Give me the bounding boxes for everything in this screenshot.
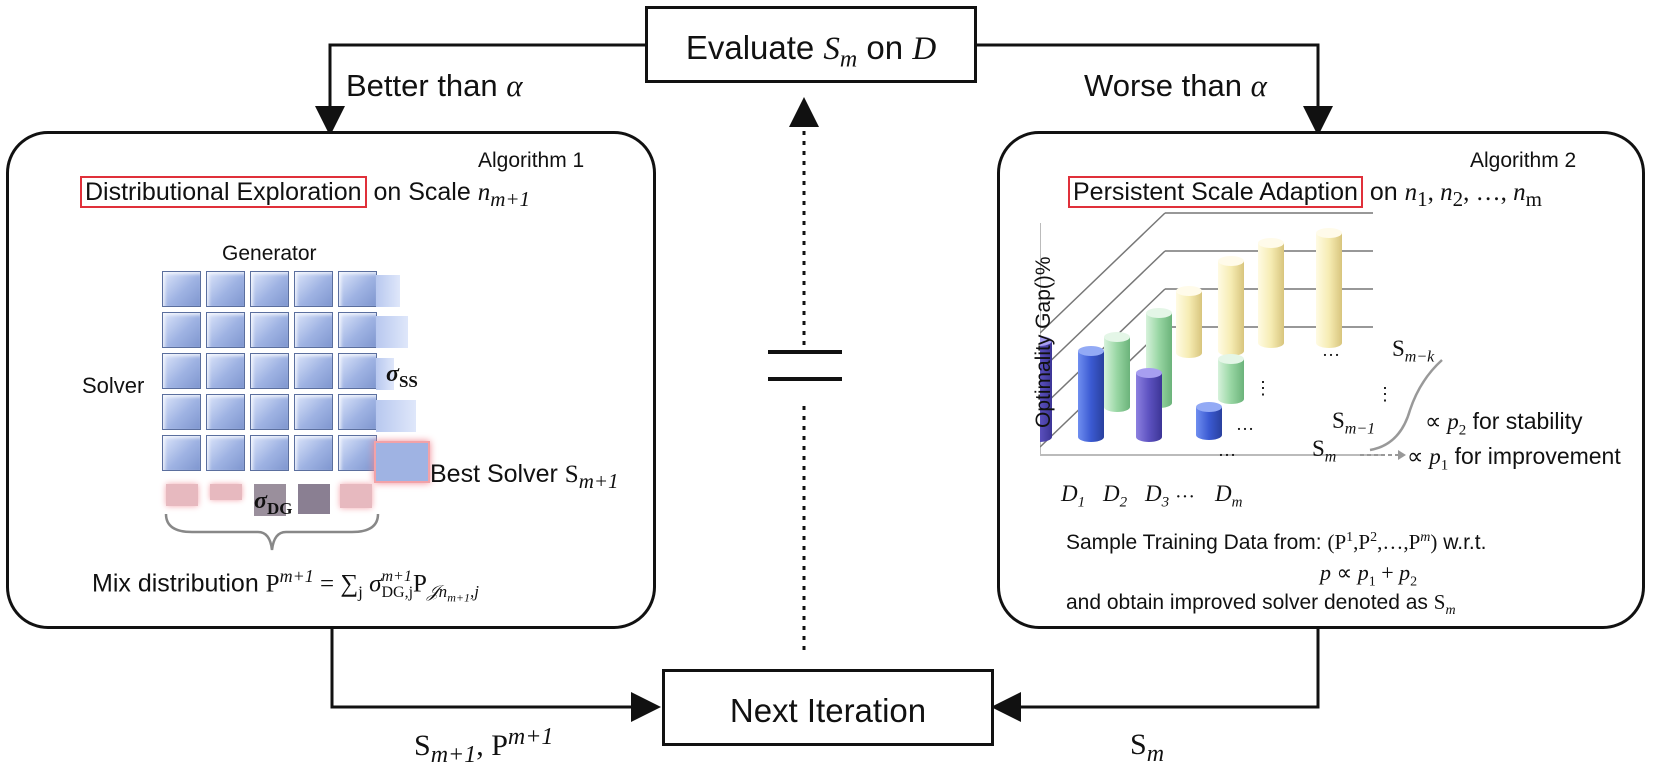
green-bar (1218, 354, 1244, 404)
grid-cell (206, 353, 245, 389)
evaluate-var: S (823, 31, 840, 67)
vdots-yellow: ⋮ (1376, 384, 1394, 404)
ellipsis-blue: … (1218, 440, 1236, 460)
x-label-dm: Dm (1215, 481, 1243, 511)
solver-score-bar (376, 400, 416, 432)
generator-score-bar (340, 484, 372, 508)
evaluate-mid: on (857, 29, 913, 66)
blue-bar (1078, 346, 1104, 442)
yellow-bar (1316, 228, 1342, 348)
stability-curve (1360, 359, 1443, 460)
generator-score-bar (254, 484, 286, 516)
grid-cell (162, 312, 201, 348)
algorithm-2-label: Algorithm 2 (1470, 149, 1577, 172)
purple-bar (1040, 336, 1052, 442)
grid-cell (162, 394, 201, 430)
evaluate-box: Evaluate Sm on D (645, 6, 977, 83)
yellow-bar (1176, 286, 1202, 358)
series-label-m: Sm (1312, 436, 1337, 466)
vdots-green: ⋮ (1254, 378, 1272, 398)
grid-cell (250, 312, 289, 348)
grid-cell (338, 353, 377, 389)
edge-right-label: Sm (1130, 728, 1165, 767)
grid-cell (206, 312, 245, 348)
generator-score-bar (210, 484, 242, 500)
arrow-to-algorithm-2 (977, 43, 1333, 136)
grid-cell (294, 271, 333, 307)
solver-label: Solver (82, 373, 145, 398)
generator-solver-grid (162, 271, 377, 471)
sigma-ss-label: σSS (386, 361, 418, 391)
series-label-m-k: Sm−k (1392, 336, 1435, 366)
equal-sign (768, 350, 842, 381)
algorithm-2-title: Persistent Scale Adaption on n1, n2, …, … (1068, 176, 1542, 212)
grid-cell (162, 353, 201, 389)
ellipsis-yellow: … (1322, 340, 1340, 360)
blue-bar (1196, 402, 1222, 440)
best-solver-label: Best Solver Sm+1 (430, 460, 619, 493)
grid-cell (206, 271, 245, 307)
generator-label: Generator (222, 242, 317, 265)
grid-cell (338, 435, 377, 471)
next-iteration-label: Next Iteration (729, 692, 927, 729)
grid-cell (294, 312, 333, 348)
generator-score-bar (298, 484, 330, 514)
sigma-dg-label: σDG (254, 488, 293, 518)
grid-cell (338, 312, 377, 348)
grid-cell (294, 435, 333, 471)
mix-distribution-label: Mix distribution Pm+1 = ∑j σ m+1 DG,j P𝒥nm+… (92, 566, 479, 605)
algorithm-1-title: Distributional Exploration on Scale nm+1 (80, 176, 530, 212)
brace-icon (164, 513, 380, 551)
best-solver-bar (374, 441, 430, 483)
yellow-bar (1258, 238, 1284, 348)
x-label-dots: ··· (1175, 486, 1195, 508)
grid-cell (250, 435, 289, 471)
grid-cell (338, 394, 377, 430)
series-label-m-1: Sm−1 (1332, 408, 1376, 438)
grid-cell (162, 271, 201, 307)
sample-training-line-1: Sample Training Data from: (P1,P2,…,Pm) … (1066, 530, 1487, 554)
persistent-scale-adaption-highlight: Persistent Scale Adaption (1068, 176, 1363, 208)
evaluate-sub: m (839, 46, 858, 73)
generator-score-bar (166, 484, 198, 506)
grid-cell (294, 394, 333, 430)
green-bar (1104, 332, 1130, 412)
evaluate-set: D (912, 31, 937, 67)
next-iteration-box: Next Iteration (662, 669, 994, 746)
stability-label: ∝ p2 for stability (1425, 408, 1583, 439)
grid-cell (250, 353, 289, 389)
purple-bar (1136, 368, 1162, 442)
algorithm-1-label: Algorithm 1 (478, 149, 585, 172)
better-than-label: Better than α (346, 68, 523, 103)
grid-cell (250, 271, 289, 307)
improvement-label: ∝ p1 for improvement (1407, 443, 1621, 474)
sample-training-line-2: p ∝ p1 + p2 (1320, 560, 1418, 590)
solver-score-bar (376, 316, 408, 348)
sample-training-line-3: and obtain improved solver denoted as Sm (1066, 590, 1456, 619)
grid-cell (206, 394, 245, 430)
grid-cell (162, 435, 201, 471)
grid-cell (294, 353, 333, 389)
grid-cell (338, 271, 377, 307)
edge-left-label: Sm+1, Pm+1 (414, 724, 554, 768)
optimality-gap-chart (1040, 212, 1385, 456)
arrow-from-algorithm-2 (991, 628, 1320, 722)
y-axis-label: Optimality Gap()% (1032, 256, 1055, 428)
solver-score-bar (376, 358, 394, 390)
grid-cell (250, 394, 289, 430)
worse-than-label: Worse than α (1084, 68, 1267, 103)
arrow-from-algorithm-1 (330, 628, 661, 722)
arrow-to-algorithm-1 (315, 43, 645, 136)
x-label-d2: D2 (1103, 481, 1128, 511)
x-label-d1: D1 (1061, 481, 1086, 511)
ellipsis-green: … (1236, 414, 1254, 434)
distributional-exploration-highlight: Distributional Exploration (80, 176, 367, 208)
evaluate-text: Evaluate (685, 29, 824, 66)
x-label-d3: D3 (1145, 481, 1170, 511)
solver-score-bar (376, 275, 400, 307)
grid-cell (206, 435, 245, 471)
yellow-bar (1218, 256, 1244, 356)
